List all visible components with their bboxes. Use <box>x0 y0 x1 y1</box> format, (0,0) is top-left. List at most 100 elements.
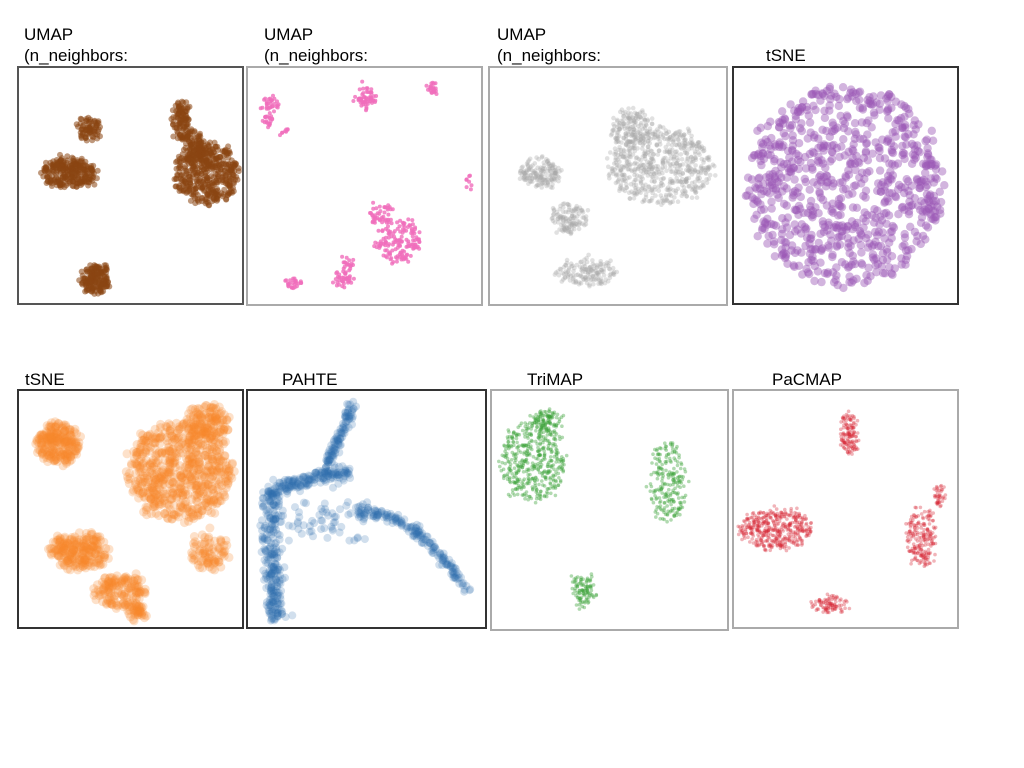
scatter-point <box>666 142 671 147</box>
scatter-point <box>209 495 219 505</box>
scatter-point <box>164 457 174 467</box>
scatter-point <box>184 409 194 419</box>
scatter-point <box>607 171 612 177</box>
scatter-point <box>74 528 84 538</box>
scatter-point <box>637 138 642 144</box>
scatter-point <box>643 131 648 137</box>
scatter-point <box>63 449 73 459</box>
scatter-point <box>411 242 415 247</box>
scatter-point <box>168 445 178 454</box>
scatter-point <box>64 446 73 456</box>
scatter-point <box>611 272 616 277</box>
scatter-point <box>50 422 60 432</box>
scatter-point <box>32 436 42 446</box>
scatter-point <box>165 505 175 515</box>
scatter-point <box>95 545 105 554</box>
scatter-point <box>197 471 207 481</box>
scatter-point <box>179 151 186 158</box>
scatter-point <box>116 580 126 590</box>
scatter-point <box>75 535 84 545</box>
scatter-point <box>194 508 203 518</box>
scatter-point <box>675 186 681 192</box>
scatter-point <box>553 168 558 173</box>
scatter-point <box>123 597 133 607</box>
scatter-point <box>131 569 141 579</box>
scatter-point <box>520 164 525 170</box>
scatter-point <box>627 139 633 145</box>
scatter-point <box>46 422 56 432</box>
scatter-point <box>650 131 656 137</box>
scatter-point <box>887 147 897 157</box>
scatter-point <box>791 248 800 258</box>
scatter-point <box>915 183 924 193</box>
scatter-point <box>167 431 177 441</box>
scatter-point <box>545 180 551 185</box>
scatter-point <box>191 443 201 453</box>
scatter-point <box>583 217 589 222</box>
scatter-point <box>184 455 194 464</box>
scatter-point <box>178 422 188 432</box>
scatter-point <box>656 129 661 134</box>
scatter-point <box>563 263 568 268</box>
scatter-point <box>898 122 907 131</box>
scatter-point <box>117 576 127 586</box>
scatter-point <box>196 418 205 428</box>
scatter-point <box>50 451 60 461</box>
scatter-point <box>99 552 109 562</box>
scatter-point <box>175 444 185 454</box>
scatter-point <box>66 452 76 462</box>
scatter-point <box>781 218 790 227</box>
scatter-point <box>869 108 879 117</box>
scatter-point <box>847 260 856 269</box>
scatter-point <box>581 277 587 282</box>
scatter-point <box>821 182 831 191</box>
scatter-point <box>624 133 629 139</box>
scatter-point <box>652 132 658 138</box>
scatter-point <box>125 597 135 607</box>
scatter-point <box>867 242 877 251</box>
scatter-point <box>208 500 217 510</box>
scatter-point <box>172 491 182 501</box>
scatter-point <box>667 151 673 157</box>
scatter-point <box>590 268 596 274</box>
scatter-point <box>524 169 529 174</box>
scatter-point <box>884 104 893 114</box>
scatter-point <box>361 86 366 91</box>
scatter-point <box>183 489 193 499</box>
scatter-point <box>839 116 848 125</box>
scatter-point <box>838 177 847 187</box>
scatter-point <box>792 205 801 215</box>
scatter-point <box>52 436 62 446</box>
scatter-point <box>632 127 637 132</box>
scatter-point <box>130 581 140 591</box>
scatter-point <box>191 448 201 458</box>
scatter-point <box>638 120 644 126</box>
scatter-point <box>615 179 620 185</box>
scatter-point <box>612 146 618 151</box>
scatter-point <box>46 434 56 444</box>
scatter-point <box>832 220 841 230</box>
scatter-point <box>563 209 569 215</box>
scatter-point <box>621 172 626 178</box>
scatter-point <box>199 402 209 412</box>
scatter-point <box>670 147 675 153</box>
scatter-point <box>757 138 766 147</box>
scatter-point <box>60 437 70 447</box>
scatter-point <box>580 210 586 215</box>
scatter-point <box>865 96 875 106</box>
scatter-point <box>788 145 797 155</box>
scatter-point <box>129 576 139 586</box>
scatter-point <box>674 130 679 135</box>
scatter-point <box>752 210 761 219</box>
scatter-point <box>571 214 577 219</box>
scatter-point <box>814 143 823 153</box>
scatter-point <box>902 140 911 149</box>
scatter-point <box>223 478 233 488</box>
scatter-point <box>49 436 59 446</box>
scatter-point <box>84 557 94 567</box>
scatter-point <box>90 540 100 550</box>
scatter-point <box>573 221 578 227</box>
scatter-point <box>204 543 214 553</box>
scatter-point <box>60 538 70 548</box>
scatter-point <box>43 434 53 444</box>
